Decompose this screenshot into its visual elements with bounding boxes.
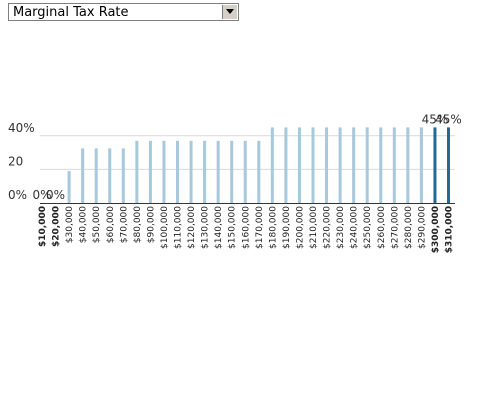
data-label: 0% [46, 188, 65, 202]
x-tick-label: $230,000 [336, 206, 346, 249]
x-tick-label: $240,000 [350, 206, 360, 249]
bar [121, 148, 125, 203]
x-tick-label: $110,000 [174, 206, 184, 249]
bar [297, 127, 301, 203]
y-tick-label: 0% [8, 188, 27, 202]
bar [352, 127, 356, 203]
x-tick-label: $10,000 [38, 206, 48, 247]
bar [433, 127, 437, 203]
bar [365, 127, 369, 203]
bar [379, 127, 383, 203]
x-tick-label: $200,000 [295, 206, 305, 249]
x-tick-label: $120,000 [187, 206, 197, 249]
x-tick-label: $250,000 [363, 206, 373, 249]
bar [148, 140, 152, 203]
x-tick-label: $20,000 [52, 206, 62, 247]
x-tick-label: $260,000 [377, 206, 387, 249]
x-tick-label: $70,000 [119, 206, 129, 243]
x-tick-label: $100,000 [160, 206, 170, 249]
bar [406, 127, 410, 203]
bar [243, 140, 247, 203]
x-tick-label: $220,000 [323, 206, 333, 249]
bar [162, 140, 166, 203]
bar [189, 140, 193, 203]
y-tick-label: 20 [8, 154, 23, 168]
chart-metric-select[interactable]: Marginal Tax Rate [8, 3, 239, 21]
bar [216, 140, 220, 203]
bar [392, 127, 396, 203]
x-tick-label: $170,000 [255, 206, 265, 249]
bar [311, 127, 315, 203]
x-tick-label: $180,000 [268, 206, 278, 249]
bar [447, 127, 450, 203]
x-tick-label: $50,000 [92, 206, 102, 243]
bar [94, 148, 98, 203]
x-tick-label: $300,000 [431, 206, 441, 253]
bar [135, 140, 139, 203]
bar [176, 140, 179, 203]
x-tick-label: $40,000 [79, 206, 89, 243]
bar [230, 140, 234, 203]
x-tick-label: $270,000 [390, 206, 400, 249]
x-tick-label: $80,000 [133, 206, 143, 243]
x-tick-label: $90,000 [146, 206, 156, 243]
selected-metric: Marginal Tax Rate [13, 5, 129, 20]
x-tick-label: $30,000 [65, 206, 75, 243]
x-tick-label: $60,000 [106, 206, 116, 243]
y-tick-label: 40% [8, 121, 35, 135]
x-tick-label: $310,000 [445, 206, 455, 253]
data-label: 0% [32, 188, 51, 202]
dropdown-button[interactable] [222, 5, 237, 19]
x-tick-label: $210,000 [309, 206, 319, 249]
data-label: 45% [435, 112, 462, 126]
triangle-down-icon [226, 9, 234, 14]
x-tick-label: $190,000 [282, 206, 292, 249]
x-tick-label: $280,000 [404, 206, 414, 249]
data-label: 45% [422, 112, 449, 126]
bar [325, 127, 329, 203]
bar [257, 140, 261, 203]
bar [67, 171, 71, 203]
bar [284, 127, 288, 203]
bar [81, 148, 85, 203]
bar [203, 140, 207, 203]
bar [270, 127, 274, 203]
bar [338, 127, 342, 203]
x-tick-label: $160,000 [241, 206, 251, 249]
x-tick-label: $290,000 [417, 206, 427, 249]
x-tick-label: $150,000 [228, 206, 238, 249]
bar [108, 148, 112, 203]
x-tick-label: $140,000 [214, 206, 224, 249]
bar [419, 127, 423, 203]
x-tick-label: $130,000 [201, 206, 211, 249]
